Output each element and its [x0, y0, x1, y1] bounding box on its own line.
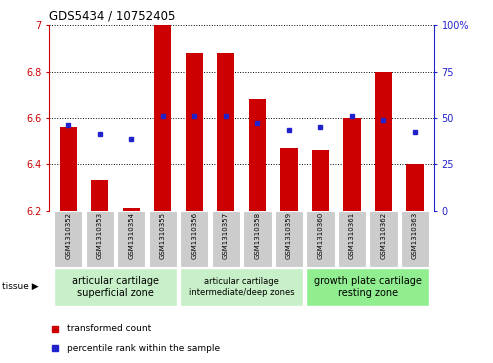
Bar	[154, 25, 172, 211]
Text: GSM1310358: GSM1310358	[254, 212, 260, 259]
Bar	[248, 99, 266, 211]
FancyBboxPatch shape	[369, 211, 397, 267]
FancyBboxPatch shape	[180, 268, 303, 306]
Text: GSM1310357: GSM1310357	[223, 212, 229, 259]
Text: GDS5434 / 10752405: GDS5434 / 10752405	[49, 9, 176, 22]
Text: growth plate cartilage
resting zone: growth plate cartilage resting zone	[314, 276, 422, 298]
FancyBboxPatch shape	[401, 211, 429, 267]
FancyBboxPatch shape	[86, 211, 114, 267]
FancyBboxPatch shape	[306, 211, 335, 267]
Text: tissue ▶: tissue ▶	[2, 282, 39, 291]
Text: GSM1310356: GSM1310356	[191, 212, 197, 259]
Text: GSM1310352: GSM1310352	[65, 212, 71, 259]
Bar	[217, 53, 235, 211]
Text: GSM1310360: GSM1310360	[317, 212, 323, 259]
Bar	[343, 118, 360, 211]
FancyBboxPatch shape	[306, 268, 429, 306]
Bar	[312, 150, 329, 211]
FancyBboxPatch shape	[148, 211, 177, 267]
Text: GSM1310353: GSM1310353	[97, 212, 103, 259]
FancyBboxPatch shape	[338, 211, 366, 267]
Bar	[91, 180, 108, 211]
Text: GSM1310354: GSM1310354	[128, 212, 134, 259]
Text: GSM1310359: GSM1310359	[286, 212, 292, 259]
FancyBboxPatch shape	[275, 211, 303, 267]
Text: GSM1310363: GSM1310363	[412, 212, 418, 259]
Text: articular cartilage
superficial zone: articular cartilage superficial zone	[72, 276, 159, 298]
FancyBboxPatch shape	[243, 211, 272, 267]
FancyBboxPatch shape	[117, 211, 145, 267]
Bar	[60, 127, 77, 211]
FancyBboxPatch shape	[180, 211, 209, 267]
Bar	[406, 164, 423, 211]
Text: GSM1310355: GSM1310355	[160, 212, 166, 259]
Bar	[280, 148, 297, 211]
Bar	[123, 208, 140, 211]
Text: transformed count: transformed count	[67, 324, 151, 333]
Bar	[186, 53, 203, 211]
Bar	[375, 72, 392, 211]
FancyBboxPatch shape	[54, 211, 82, 267]
Text: percentile rank within the sample: percentile rank within the sample	[67, 344, 220, 353]
Text: articular cartilage
intermediate/deep zones: articular cartilage intermediate/deep zo…	[189, 277, 294, 297]
FancyBboxPatch shape	[54, 268, 177, 306]
FancyBboxPatch shape	[211, 211, 240, 267]
Text: GSM1310362: GSM1310362	[381, 212, 387, 259]
Text: GSM1310361: GSM1310361	[349, 212, 355, 259]
